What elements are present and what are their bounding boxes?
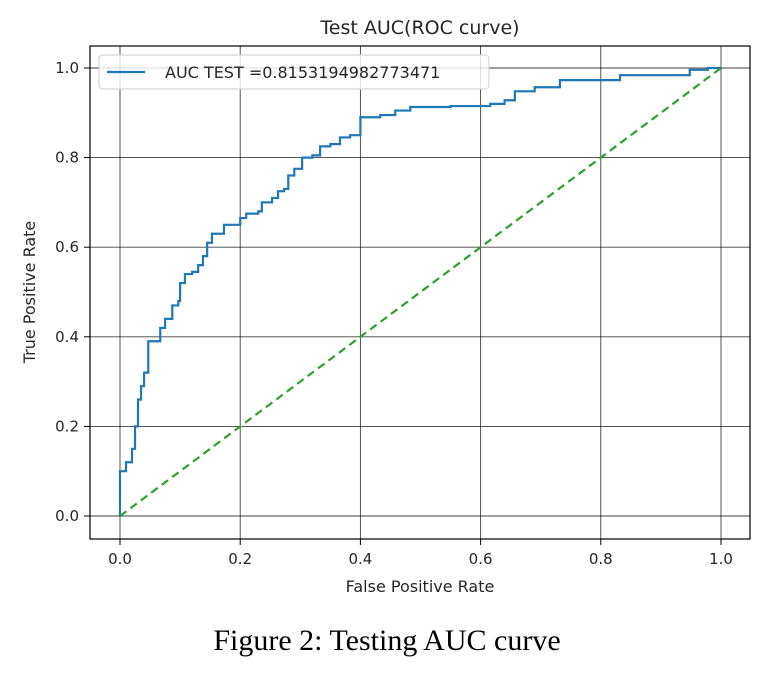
chance-diagonal-line (119, 67, 722, 517)
x-axis-label: False Positive Rate (346, 577, 495, 596)
x-tick-label: 0.4 (348, 550, 372, 568)
y-tick-label: 0.8 (55, 149, 79, 167)
y-axis-label: True Positive Rate (20, 221, 39, 365)
axes-frame (89, 45, 751, 540)
y-tick-label: 0.6 (55, 238, 79, 256)
roc-chart: Test AUC(ROC curve) 0.0 0.2 0.4 0.6 0.8 1.00.… (20, 17, 751, 596)
x-tick-label: 1.0 (709, 550, 733, 568)
y-tick-label: 0.4 (55, 328, 79, 346)
x-tick-label: 0.6 (469, 550, 493, 568)
roc-curve-line (118, 66, 721, 516)
chart-title: Test AUC(ROC curve) (319, 17, 519, 39)
x-tick-label: 0.8 (589, 550, 613, 568)
figure-caption: Figure 2: Testing AUC curve (213, 624, 561, 657)
legend-label: AUC TEST =0.8153194982773471 (165, 63, 440, 82)
x-tick-label: 0.2 (228, 550, 252, 568)
x-tick-label: 0.0 (108, 550, 132, 568)
legend-box (98, 54, 490, 90)
y-tick-label: 0.0 (55, 507, 79, 525)
y-tick-label: 1.0 (55, 59, 79, 77)
plot-series (118, 66, 722, 517)
axis-ticks: 0.0 0.2 0.4 0.6 0.8 1.0 0.0 0.2 0.4 0.6 0.8 1.0 (55, 59, 733, 568)
legend: AUC TEST =0.8153194982773471 (98, 54, 490, 90)
y-tick-label: 0.2 (55, 417, 79, 435)
